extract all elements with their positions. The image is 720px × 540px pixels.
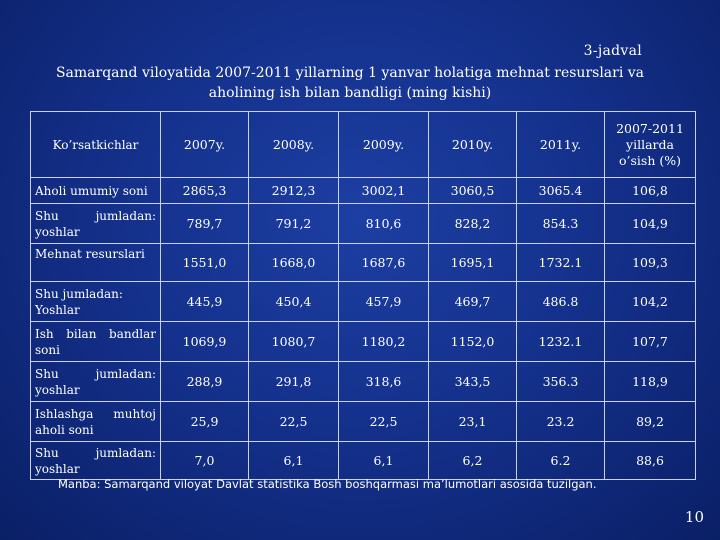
cell-value: 1668,0: [248, 243, 339, 282]
cell-value: 486.8: [516, 281, 605, 322]
header-2011: 2011y.: [516, 111, 605, 178]
cell-value: 318,6: [338, 361, 429, 402]
cell-value: 789,7: [160, 203, 249, 244]
cell-value: 6,2: [428, 441, 517, 480]
cell-value: 791,2: [248, 203, 339, 244]
cell-value: 291,8: [248, 361, 339, 402]
cell-value: 7,0: [160, 441, 249, 480]
cell-value: 3002,1: [338, 177, 429, 204]
data-table-container: Ko’rsatkichlar 2007y. 2008y. 2009y. 2010…: [30, 111, 696, 480]
cell-value: 88,6: [604, 441, 696, 480]
header-indicators: Ko’rsatkichlar: [30, 111, 161, 178]
cell-value: 457,9: [338, 281, 429, 322]
cell-value: 450,4: [248, 281, 339, 322]
cell-value: 6.2: [516, 441, 605, 480]
cell-value: 1695,1: [428, 243, 517, 282]
header-2009: 2009y.: [338, 111, 429, 178]
cell-value: 828,2: [428, 203, 517, 244]
cell-value: 89,2: [604, 401, 696, 442]
cell-value: 109,3: [604, 243, 696, 282]
table-row: Aholi umumiy soni 2865,3 2912,3 3002,1 3…: [30, 177, 696, 204]
cell-value: 343,5: [428, 361, 517, 402]
row-label: Shu jumladan: yoshlar: [30, 361, 161, 402]
page-number: 10: [684, 508, 704, 526]
table-row: Shu jumladan: yoshlar 288,9 291,8 318,6 …: [30, 361, 696, 402]
cell-value: 445,9: [160, 281, 249, 322]
cell-value: 854.3: [516, 203, 605, 244]
header-2007: 2007y.: [160, 111, 249, 178]
cell-value: 3065.4: [516, 177, 605, 204]
cell-value: 107,7: [604, 321, 696, 362]
cell-value: 810,6: [338, 203, 429, 244]
row-label: Shu jumladan: yoshlar: [30, 441, 161, 480]
cell-value: 1069,9: [160, 321, 249, 362]
row-label: Ishlashga muhtoj aholi soni: [30, 401, 161, 442]
cell-value: 2912,3: [248, 177, 339, 204]
title-line-2: aholining ish bilan bandligi (ming kishi…: [208, 85, 492, 101]
document-title: Samarqand viloyatida 2007-2011 yillarnin…: [40, 63, 660, 103]
cell-value: 118,9: [604, 361, 696, 402]
header-growth: 2007-2011 yillarda o’sish (%): [604, 111, 696, 178]
header-2010: 2010y.: [428, 111, 517, 178]
table-number-label: 3-jadval: [583, 43, 642, 59]
cell-value: 1687,6: [338, 243, 429, 282]
cell-value: 22,5: [248, 401, 339, 442]
cell-value: 106,8: [604, 177, 696, 204]
table-header-row: Ko’rsatkichlar 2007y. 2008y. 2009y. 2010…: [30, 111, 696, 178]
title-line-1: Samarqand viloyatida 2007-2011 yillarnin…: [55, 65, 645, 81]
cell-value: 104,2: [604, 281, 696, 322]
cell-value: 1080,7: [248, 321, 339, 362]
cell-value: 1180,2: [338, 321, 429, 362]
row-label: Shu jumladan: yoshlar: [30, 203, 161, 244]
table-row: Shu jumladan: Yoshlar 445,9 450,4 457,9 …: [30, 281, 696, 322]
cell-value: 25,9: [160, 401, 249, 442]
table-row: Shu jumladan: yoshlar 789,7 791,2 810,6 …: [30, 203, 696, 244]
cell-value: 2865,3: [160, 177, 249, 204]
cell-value: 6,1: [248, 441, 339, 480]
table-row: Mehnat resurslari 1551,0 1668,0 1687,6 1…: [30, 243, 696, 282]
cell-value: 104,9: [604, 203, 696, 244]
cell-value: 1732.1: [516, 243, 605, 282]
cell-value: 6,1: [338, 441, 429, 480]
table-row: Ishlashga muhtoj aholi soni 25,9 22,5 22…: [30, 401, 696, 442]
table-row: Ish bilan bandlar soni 1069,9 1080,7 118…: [30, 321, 696, 362]
row-label: Shu jumladan: Yoshlar: [30, 281, 161, 322]
cell-value: 356.3: [516, 361, 605, 402]
cell-value: 469,7: [428, 281, 517, 322]
cell-value: 22,5: [338, 401, 429, 442]
cell-value: 1232.1: [516, 321, 605, 362]
row-label: Mehnat resurslari: [30, 243, 161, 282]
cell-value: 3060,5: [428, 177, 517, 204]
row-label: Ish bilan bandlar soni: [30, 321, 161, 362]
table-row: Shu jumladan: yoshlar 7,0 6,1 6,1 6,2 6.…: [30, 441, 696, 480]
data-table: Ko’rsatkichlar 2007y. 2008y. 2009y. 2010…: [30, 111, 696, 480]
row-label: Aholi umumiy soni: [30, 177, 161, 204]
cell-value: 23,1: [428, 401, 517, 442]
cell-value: 1152,0: [428, 321, 517, 362]
cell-value: 23.2: [516, 401, 605, 442]
cell-value: 288,9: [160, 361, 249, 402]
cell-value: 1551,0: [160, 243, 249, 282]
source-note: Manba: Samarqand viloyat Davlat statisti…: [58, 477, 597, 491]
header-2008: 2008y.: [248, 111, 339, 178]
